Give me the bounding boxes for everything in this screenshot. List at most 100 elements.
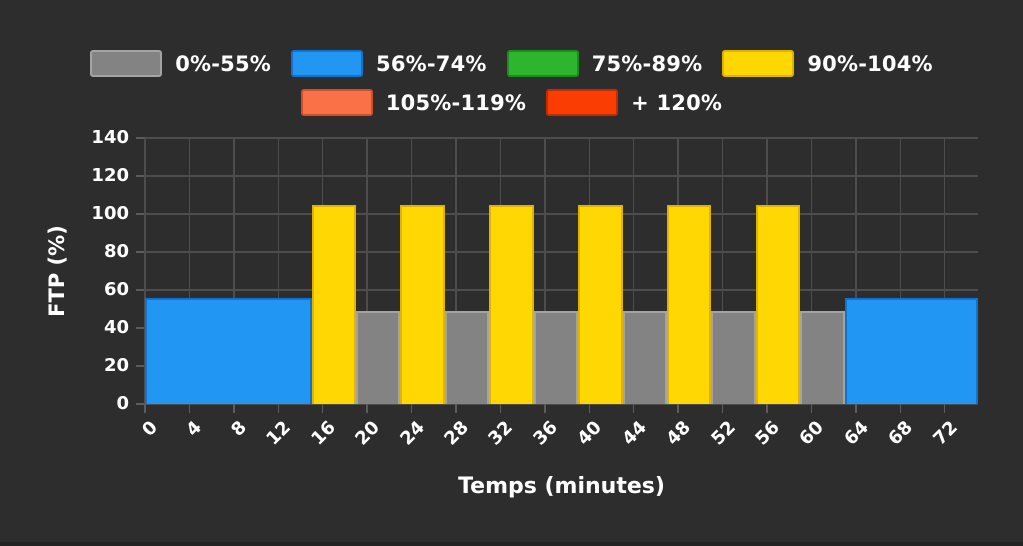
x-tick-label: 36: [529, 417, 562, 450]
bar-segment: [800, 310, 845, 404]
x-tick: [410, 404, 413, 413]
y-tick-label: 20: [103, 355, 129, 376]
legend-swatch-red-zone: [546, 89, 619, 116]
x-tick: [455, 404, 457, 413]
x-tick: [899, 404, 901, 413]
x-axis-title: Temps (minutes): [458, 474, 665, 499]
x-gridline: [544, 138, 546, 404]
bar-segment: [400, 204, 445, 404]
legend-swatch-blue-zone: [291, 50, 364, 77]
y-tick: [136, 289, 145, 291]
y-gridline: [145, 403, 978, 405]
legend-item: + 120%: [546, 89, 722, 116]
bar-segment: [844, 297, 978, 404]
y-tick: [136, 365, 145, 367]
x-tick-label: 20: [351, 417, 384, 450]
x-gridline: [943, 138, 946, 404]
y-tick: [136, 251, 145, 253]
y-gridline: [145, 175, 978, 177]
x-tick-label: 40: [573, 417, 607, 450]
x-gridline: [233, 138, 235, 404]
legend-item: 75%-89%: [506, 50, 703, 77]
bar-segment: [667, 204, 712, 404]
legend-label: 0%-55%: [175, 51, 272, 76]
x-tick-label: 8: [226, 417, 251, 441]
bar-segment: [533, 310, 579, 404]
chart-legend: 0%-55% 56%-74% 75%-89% 90%-104% 105%-119% + …: [0, 50, 1023, 116]
bar-segment: [444, 310, 490, 404]
y-tick-label: 120: [91, 165, 129, 186]
x-tick-label: 12: [262, 417, 296, 450]
y-gridline: [145, 137, 978, 139]
x-tick-label: 64: [840, 417, 873, 450]
x-gridline: [810, 138, 813, 404]
legend-label: 56%-74%: [376, 51, 487, 76]
x-tick: [544, 404, 546, 413]
legend-item: 56%-74%: [291, 50, 487, 77]
y-tick: [136, 327, 145, 329]
y-tick-label: 60: [103, 279, 129, 300]
bar-segment: [356, 310, 401, 404]
x-gridline: [188, 138, 191, 404]
x-gridline: [632, 138, 635, 404]
x-tick-label: 4: [182, 417, 207, 441]
x-tick: [943, 404, 946, 413]
x-tick: [632, 404, 635, 413]
x-gridline: [366, 138, 368, 404]
y-tick: [136, 137, 145, 139]
x-tick: [233, 404, 235, 413]
x-tick-label: 72: [928, 417, 962, 450]
y-gridline: [145, 213, 978, 215]
x-tick: [188, 404, 191, 413]
y-tick-label: 80: [103, 241, 129, 262]
bar-segment: [622, 310, 667, 404]
x-tick-label: 68: [884, 417, 918, 450]
x-gridline: [277, 138, 280, 404]
x-tick-label: 56: [751, 417, 784, 450]
y-tick-label: 100: [91, 203, 129, 224]
legend-item: 0%-55%: [90, 50, 271, 77]
bar-segment: [578, 204, 623, 404]
legend-swatch-gray-zone: [90, 50, 163, 77]
y-tick: [136, 175, 145, 177]
x-tick: [588, 404, 591, 413]
x-tick: [810, 404, 813, 413]
y-tick-label: 40: [103, 317, 129, 338]
bar-segment: [711, 310, 756, 404]
x-tick: [144, 404, 146, 413]
x-tick-label: 32: [484, 417, 518, 450]
x-tick-label: 44: [617, 417, 651, 450]
legend-row-2: 105%-119% + 120%: [300, 89, 722, 116]
legend-item: 90%-104%: [722, 50, 933, 77]
y-tick: [136, 403, 145, 405]
y-axis-title: FTP (%): [45, 225, 69, 317]
legend-row-1: 0%-55% 56%-74% 75%-89% 90%-104%: [90, 50, 933, 77]
y-tick-label: 140: [91, 127, 129, 148]
x-tick: [499, 404, 502, 413]
x-gridline: [144, 138, 146, 404]
bar-segment: [311, 204, 357, 404]
x-gridline: [899, 138, 901, 404]
bar-segment: [755, 204, 801, 404]
bar-segment: [489, 204, 534, 404]
legend-label: 105%-119%: [385, 90, 527, 115]
x-tick: [855, 404, 857, 413]
x-tick-label: 60: [795, 417, 829, 450]
y-gridline: [145, 251, 978, 253]
legend-swatch-yellow-zone: [722, 50, 795, 77]
bar-segment: [145, 297, 312, 404]
x-gridline: [721, 138, 724, 404]
y-tick-label: 0: [116, 393, 129, 414]
legend-swatch-green-zone: [506, 50, 579, 77]
x-tick-label: 24: [395, 417, 429, 450]
x-tick: [366, 404, 368, 413]
y-tick: [136, 213, 145, 215]
x-tick-label: 48: [662, 417, 695, 450]
x-tick: [766, 404, 768, 413]
legend-label: 75%-89%: [591, 51, 703, 76]
x-tick-label: 16: [306, 417, 340, 450]
legend-item: 105%-119%: [300, 89, 527, 116]
x-tick: [321, 404, 324, 413]
